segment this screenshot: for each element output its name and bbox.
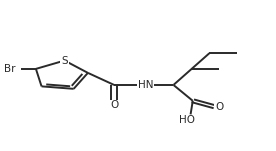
Text: O: O (110, 100, 118, 110)
Text: O: O (215, 102, 223, 112)
Text: S: S (61, 56, 68, 66)
Text: Br: Br (4, 64, 15, 74)
Text: HN: HN (138, 80, 154, 90)
Text: HO: HO (179, 116, 195, 125)
